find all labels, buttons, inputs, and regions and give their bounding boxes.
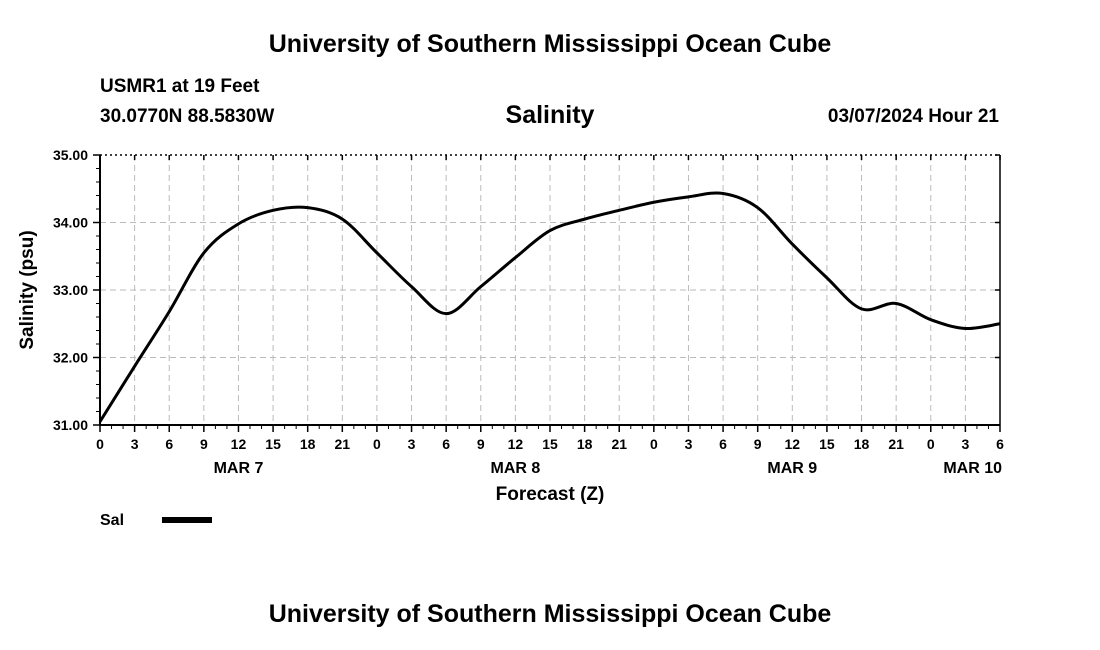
x-tick-label: 12 [785, 436, 801, 452]
x-tick-label: 21 [888, 436, 904, 452]
tick-labels: 0 3 6 9 12 15 18 21 0 3 6 9 12 15 18 21 0 3 6 9 12 15 18 21 0 3 6 M… [53, 147, 1004, 477]
date-label: MAR 7 [214, 460, 264, 477]
x-tick-label: 18 [577, 436, 593, 452]
x-tick-label: 6 [165, 436, 173, 452]
y-tick-label: 33.00 [53, 282, 88, 298]
legend-label-sal: Sal [100, 512, 124, 529]
x-tick-label: 9 [477, 436, 485, 452]
y-tick-label: 35.00 [53, 147, 88, 163]
x-tick-label: 3 [131, 436, 139, 452]
grid [100, 155, 1000, 425]
x-axis-label: Forecast (Z) [496, 484, 605, 505]
datetime-label: 03/07/2024 Hour 21 [827, 106, 999, 127]
legend: Sal [100, 512, 212, 529]
y-axis-label: Salinity (psu) [17, 230, 38, 349]
y-tick-label: 31.00 [53, 417, 88, 433]
legend-swatch-sal [162, 517, 212, 523]
x-tick-label: 15 [265, 436, 281, 452]
y-tick-label: 34.00 [53, 215, 88, 231]
chart-title: Salinity [505, 101, 595, 129]
x-tick-label: 15 [542, 436, 558, 452]
x-tick-label: 18 [854, 436, 870, 452]
x-tick-label: 0 [96, 436, 104, 452]
x-tick-label: 3 [685, 436, 693, 452]
axis-ticks [93, 154, 1001, 432]
x-tick-label: 9 [754, 436, 762, 452]
x-tick-label: 0 [927, 436, 935, 452]
station-label: USMR1 at 19 Feet [100, 76, 260, 97]
date-label: MAR 9 [767, 460, 817, 477]
x-tick-label: 6 [442, 436, 450, 452]
x-tick-label: 0 [650, 436, 658, 452]
x-tick-label: 3 [961, 436, 969, 452]
x-tick-label: 15 [819, 436, 835, 452]
x-tick-label: 12 [508, 436, 524, 452]
x-tick-label: 3 [408, 436, 416, 452]
x-tick-label: 6 [719, 436, 727, 452]
date-label: MAR 10 [943, 460, 1002, 477]
series-line-sal [98, 191, 1001, 423]
y-tick-label: 32.00 [53, 350, 88, 366]
x-tick-label: 6 [996, 436, 1004, 452]
page-title: University of Southern Mississippi Ocean… [268, 30, 832, 58]
x-tick-label: 9 [200, 436, 208, 452]
x-tick-label: 0 [373, 436, 381, 452]
x-tick-label: 21 [335, 436, 351, 452]
coordinates-label: 30.0770N 88.5830W [100, 106, 275, 127]
footer-title: University of Southern Mississippi Ocean… [268, 600, 832, 628]
x-tick-label: 21 [611, 436, 627, 452]
date-label: MAR 8 [490, 460, 540, 477]
x-tick-label: 12 [231, 436, 247, 452]
series-layer [98, 191, 1001, 423]
x-tick-label: 18 [300, 436, 316, 452]
